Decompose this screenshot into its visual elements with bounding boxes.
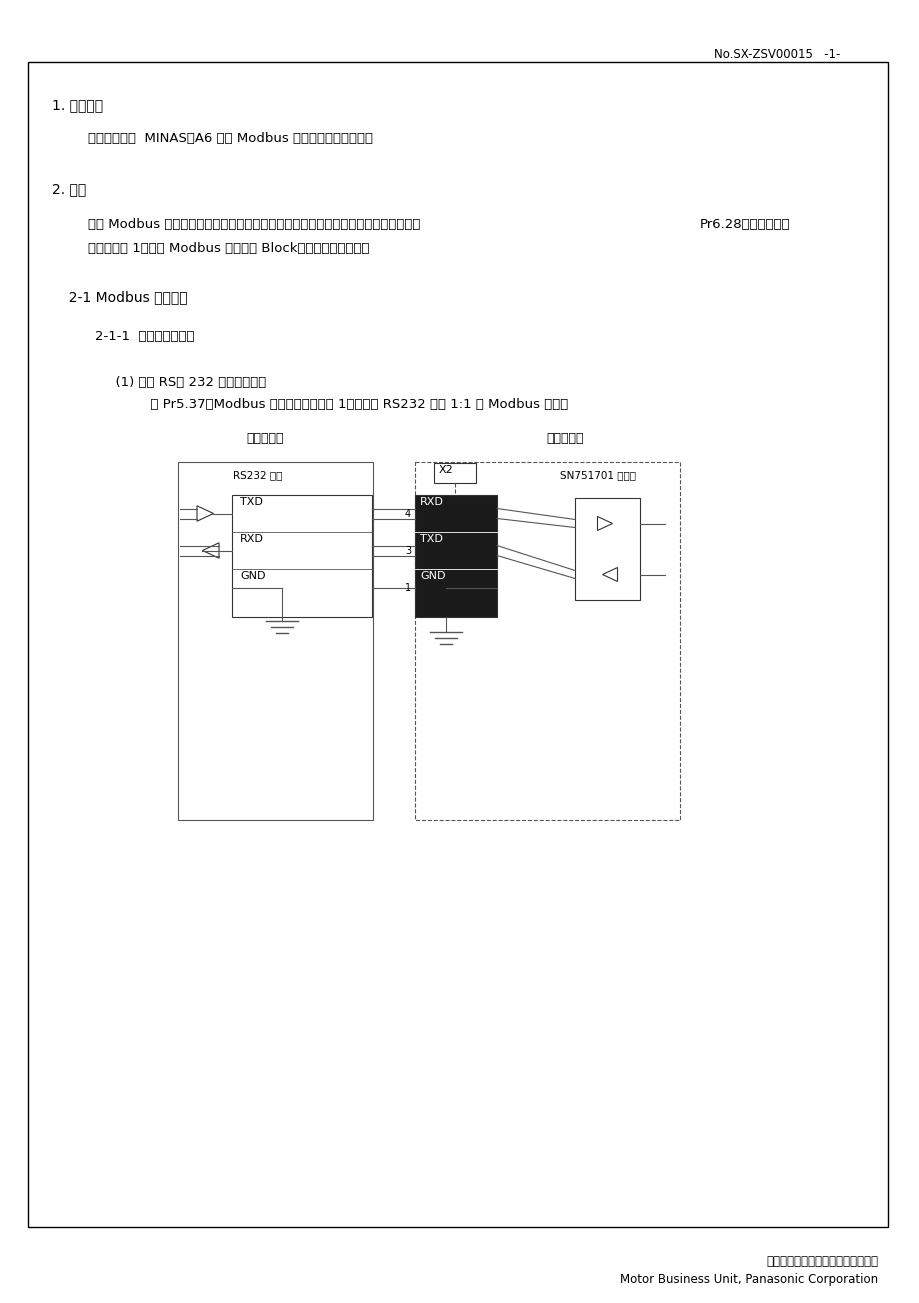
Bar <box>232 495 371 618</box>
Text: RXD: RXD <box>420 496 443 507</box>
Text: TXD: TXD <box>420 534 442 543</box>
Text: 伺服驱动器: 伺服驱动器 <box>546 433 584 446</box>
Text: 3: 3 <box>404 546 411 555</box>
Bar <box>434 463 475 483</box>
Text: 4: 4 <box>404 508 411 519</box>
Text: Pr6.28「特殊功能选: Pr6.28「特殊功能选 <box>699 218 789 231</box>
Text: GND: GND <box>240 571 266 581</box>
Bar <box>414 495 496 618</box>
Text: Motor Business Unit, Panasonic Corporation: Motor Business Unit, Panasonic Corporati… <box>619 1273 877 1286</box>
Bar <box>177 463 372 820</box>
Text: SN751701 同等品: SN751701 同等品 <box>560 470 635 480</box>
Bar <box>574 498 640 599</box>
Text: 2-1 Modbus 通信规格: 2-1 Modbus 通信规格 <box>60 291 187 304</box>
Text: No.SX-ZSV00015   -1-: No.SX-ZSV00015 -1- <box>713 48 839 61</box>
Text: 2-1-1  通信线路的连接: 2-1-1 通信线路的连接 <box>78 330 194 343</box>
Text: 松下電器中業株式会社马达经营单位: 松下電器中業株式会社马达经营单位 <box>766 1255 877 1268</box>
Text: GND: GND <box>420 571 445 581</box>
Text: 此技术资料是  MINAS－A6 系列 Modbus 通信功能的相关规格。: 此技术资料是 MINAS－A6 系列 Modbus 通信功能的相关规格。 <box>88 132 372 145</box>
Text: RS232 接口: RS232 接口 <box>233 470 282 480</box>
Bar <box>28 63 887 1227</box>
Text: (1) 使用 RS－ 232 物理层的情况: (1) 使用 RS－ 232 物理层的情况 <box>90 377 266 390</box>
Text: 2. 概要: 2. 概要 <box>52 182 86 195</box>
Text: TXD: TXD <box>240 496 263 507</box>
Text: 上位控制器: 上位控制器 <box>246 433 283 446</box>
Text: 择」设置为 1，通过 Modbus 通信进行 Block（连续定位）动作。: 择」设置为 1，通过 Modbus 通信进行 Block（连续定位）动作。 <box>88 242 369 255</box>
Text: 1. 适用范围: 1. 适用范围 <box>52 98 103 112</box>
Bar <box>414 463 679 820</box>
Text: 将 Pr5.37「Modbus 连接设置」设置为 1，可通过 RS232 进行 1:1 的 Modbus 通信。: 将 Pr5.37「Modbus 连接设置」设置为 1，可通过 RS232 进行 … <box>108 397 568 410</box>
Text: 1: 1 <box>404 582 411 593</box>
Text: X2: X2 <box>438 465 453 476</box>
Text: 通过 Modbus 通信，可进行读写参数、读取伺服驱动器内部信息等操作。此外，通过将: 通过 Modbus 通信，可进行读写参数、读取伺服驱动器内部信息等操作。此外，通… <box>88 218 420 231</box>
Text: RXD: RXD <box>240 534 264 543</box>
